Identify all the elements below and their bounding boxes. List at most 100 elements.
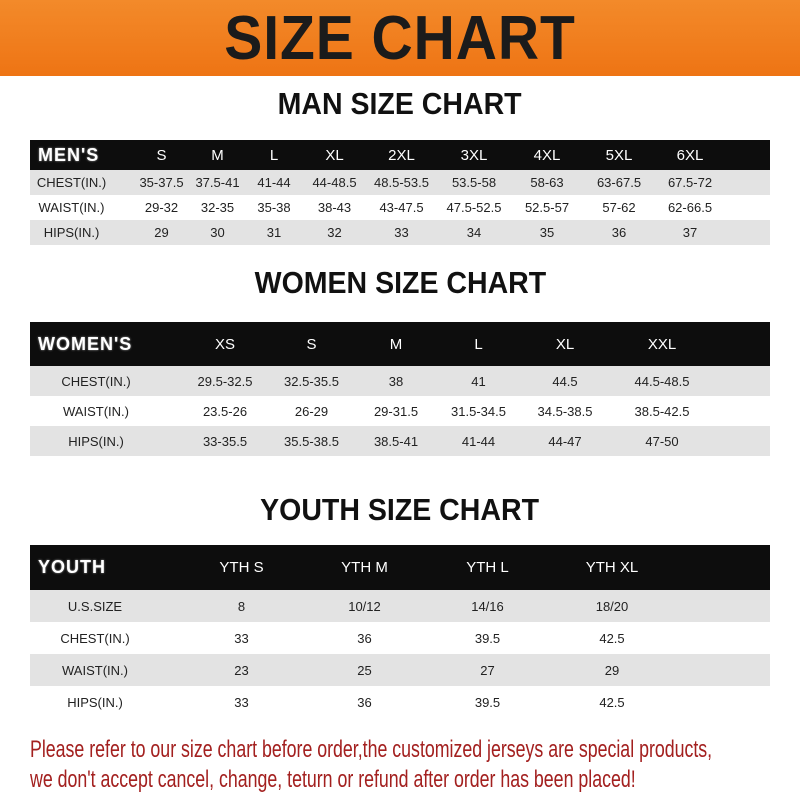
size-header: L [437, 322, 520, 366]
measurement-value: 41 [437, 366, 520, 396]
measurement-label: HIPS(IN.) [30, 220, 133, 245]
measurement-value: 23 [180, 654, 303, 686]
empty-cell [714, 426, 770, 456]
size-header: 5XL [583, 140, 655, 170]
measurement-value: 29-31.5 [373, 403, 419, 419]
measurement-label: CHEST(IN.) [60, 630, 130, 646]
measurement-value: 18/20 [549, 590, 675, 622]
measurement-value: 67.5-72 [655, 170, 725, 195]
measurement-value: 41-44 [245, 170, 303, 195]
notice-line-1: Please refer to our size chart before or… [30, 736, 713, 763]
empty-cell [675, 622, 770, 654]
size-header: 3XL [437, 140, 511, 170]
measurement-value: 41-44 [437, 426, 520, 456]
measurement-value: 47.5-52.5 [446, 200, 502, 215]
empty-cell [675, 590, 770, 622]
table-row: U.S.SIZE 8 10/12 14/16 18/20 [30, 590, 770, 622]
measurement-value: 38.5-42.5 [634, 403, 690, 419]
measurement-value: 23.5-26 [202, 403, 248, 419]
measurement-value: 43-47.5 [379, 200, 424, 215]
measurement-value: 8 [180, 590, 303, 622]
table-row: HIPS(IN.) 29 30 31 32 33 34 35 36 37 [30, 220, 770, 245]
measurement-label: CHEST(IN.) [30, 366, 182, 396]
empty-cell [725, 170, 770, 195]
header-row: WOMEN'S XS S M L XL XXL [30, 322, 770, 366]
measurement-value: 48.5-53.5 [366, 170, 437, 195]
measurement-value: 37 [655, 220, 725, 245]
measurement-value: 38-43 [317, 200, 352, 215]
size-header: YTH M [303, 545, 426, 590]
measurement-value: 52.5-57 [524, 200, 570, 215]
empty-cell [675, 686, 770, 718]
size-header: M [355, 322, 437, 366]
measurement-value: 63-67.5 [583, 170, 655, 195]
size-header: S [268, 322, 355, 366]
measurement-value: 29 [549, 654, 675, 686]
men-chart-title: MAN SIZE CHART [277, 86, 523, 121]
size-header: YTH XL [549, 545, 675, 590]
empty-cell [714, 366, 770, 396]
measurement-value: 27 [426, 654, 549, 686]
empty-cell [725, 220, 770, 245]
measurement-value: 33-35.5 [182, 426, 268, 456]
table-label: YOUTH [30, 545, 180, 590]
measurement-value: 42.5 [599, 630, 625, 646]
table-row: WAIST(IN.) 23 25 27 29 [30, 654, 770, 686]
empty-cell [725, 140, 770, 170]
size-chart-banner: SIZE CHART [0, 0, 800, 76]
measurement-value: 44.5-48.5 [610, 366, 714, 396]
empty-cell [675, 545, 770, 590]
measurement-value: 26-29 [294, 403, 329, 419]
table-label: MEN'S [30, 140, 133, 170]
empty-cell [714, 322, 770, 366]
measurement-value: 39.5 [474, 694, 501, 710]
table-row: CHEST(IN.) 35-37.5 37.5-41 41-44 44-48.5 48.5… [30, 170, 770, 195]
banner-title: SIZE CHART [224, 3, 576, 73]
empty-cell [725, 195, 770, 220]
youth-size-table: YOUTH YTH S YTH M YTH L YTH XL U.S.SIZE 8 10/12… [30, 545, 770, 718]
measurement-label: U.S.SIZE [30, 590, 180, 622]
size-header: XL [520, 322, 610, 366]
measurement-value: 35.5-38.5 [268, 426, 355, 456]
measurement-value: 10/12 [303, 590, 426, 622]
order-notice: Please refer to our size chart before or… [30, 735, 712, 795]
measurement-value: 36 [357, 694, 372, 710]
size-header: YTH S [180, 545, 303, 590]
youth-chart-title: YOUTH SIZE CHART [260, 492, 540, 527]
size-header: YTH L [426, 545, 549, 590]
measurement-value: 44-48.5 [303, 170, 366, 195]
measurement-value: 29 [133, 220, 190, 245]
measurement-value: 32.5-35.5 [268, 366, 355, 396]
measurement-value: 37.5-41 [190, 170, 245, 195]
size-header: XL [303, 140, 366, 170]
men-size-table: MEN'S S M L XL 2XL 3XL 4XL 5XL 6XL CHEST(IN.) 35-37… [30, 140, 770, 245]
empty-cell [675, 654, 770, 686]
empty-cell [714, 396, 770, 426]
measurement-value: 53.5-58 [437, 170, 511, 195]
measurement-value: 62-66.5 [667, 200, 713, 215]
measurement-value: 30 [190, 220, 245, 245]
measurement-value: 31 [245, 220, 303, 245]
measurement-value: 14/16 [426, 590, 549, 622]
measurement-value: 44-47 [520, 426, 610, 456]
table-label: WOMEN'S [30, 322, 182, 366]
measurement-value: 39.5 [474, 630, 501, 646]
measurement-label: WAIST(IN.) [30, 654, 180, 686]
measurement-value: 32-35 [200, 200, 235, 215]
measurement-value: 32 [303, 220, 366, 245]
measurement-value: 36 [357, 630, 372, 646]
size-header: S [133, 140, 190, 170]
table-row: WAIST(IN.) 29-32 32-35 35-38 38-43 43-47.5 47.… [30, 195, 770, 220]
measurement-label: HIPS(IN.) [67, 694, 123, 710]
size-header: L [245, 140, 303, 170]
size-header: 2XL [366, 140, 437, 170]
women-chart-title: WOMEN SIZE CHART [254, 265, 546, 300]
measurement-label: WAIST(IN.) [63, 403, 129, 419]
measurement-label: WAIST(IN.) [38, 200, 105, 215]
measurement-value: 34.5-38.5 [537, 403, 593, 419]
measurement-value: 35-38 [257, 200, 291, 215]
header-row: MEN'S S M L XL 2XL 3XL 4XL 5XL 6XL [30, 140, 770, 170]
measurement-label: CHEST(IN.) [30, 170, 133, 195]
measurement-value: 33 [234, 630, 249, 646]
measurement-value: 35-37.5 [133, 170, 190, 195]
